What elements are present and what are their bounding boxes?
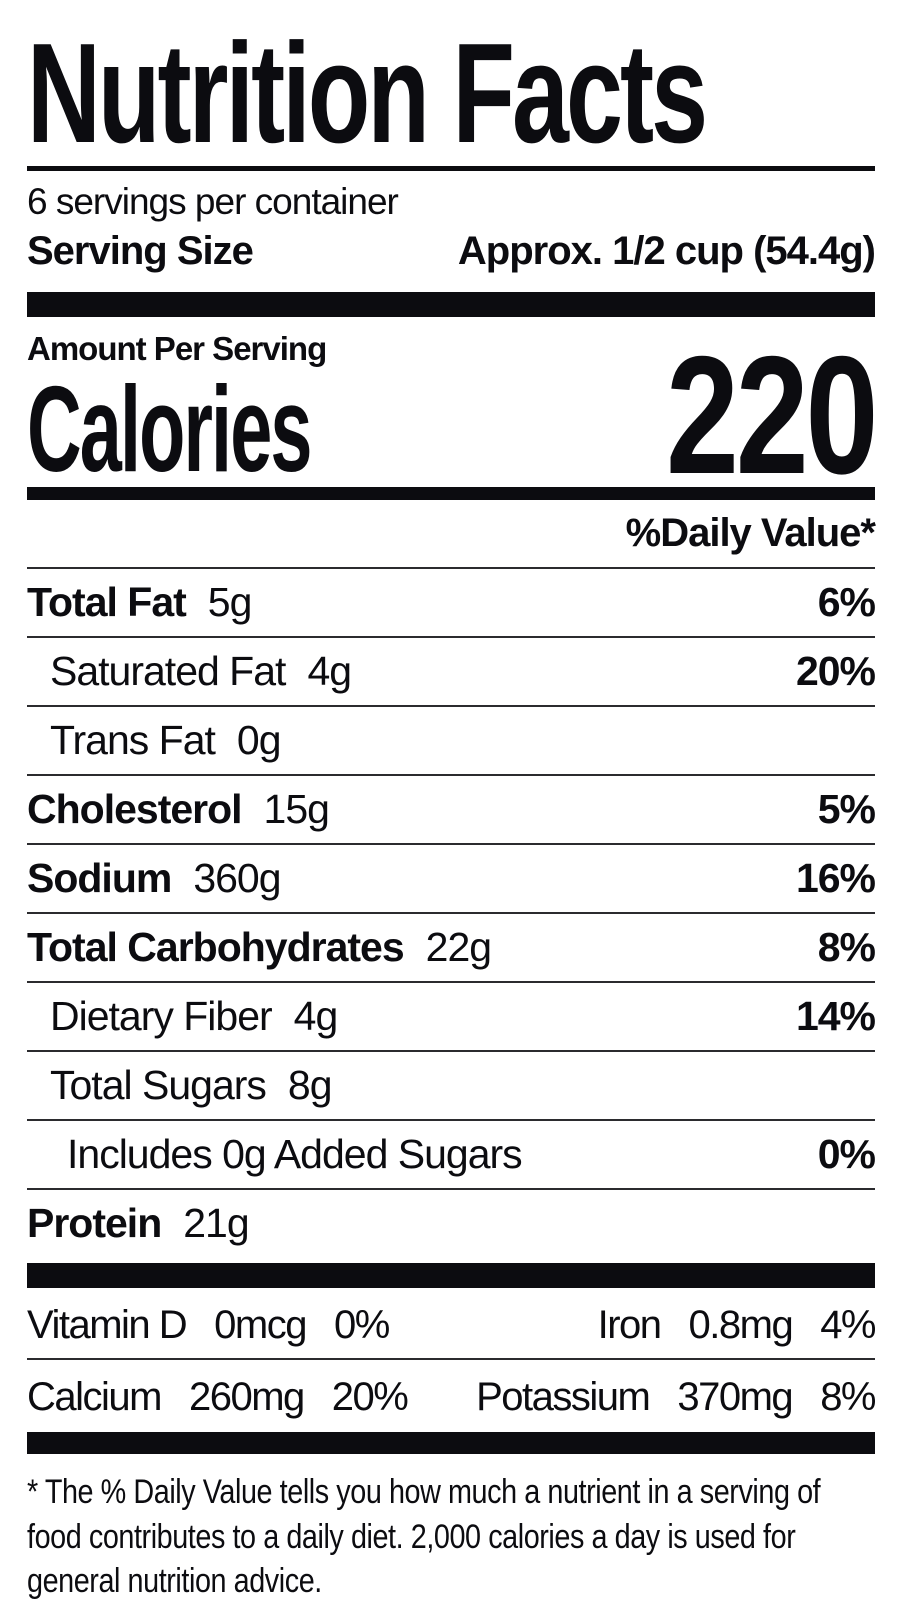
micronutrient-amount: 0.8mg [688,1303,794,1348]
serving-size-value: Approx. 1/2 cup (54.4g) [457,228,876,273]
nutrient-dv: 20% [795,647,876,694]
nutrient-dv: 8% [817,924,876,971]
nutrient-row-added-sugars: Includes 0g Added Sugars 0% [27,1121,876,1191]
micronutrient-amount: 0mcg [214,1303,307,1348]
micronutrient-row-2: Calcium 260mg 20% Potassium 370mg 8% [27,1360,876,1430]
calories-label: Calories [27,360,312,497]
nutrient-row-sodium: Sodium 360g 16% [27,845,876,915]
micronutrient-left: Calcium 260mg 20% [27,1375,409,1420]
nutrient-amount: 5g [207,578,253,625]
micronutrient-amount: 260mg [188,1375,305,1420]
micronutrient-name: Calcium [27,1375,162,1420]
label-title: Nutrition Facts [27,14,708,173]
nutrient-name: Saturated Fat [50,647,286,694]
calories-row: Calories 220 [27,330,878,498]
serving-size-row: Serving Size Approx. 1/2 cup (54.4g) [27,228,876,274]
title-divider [27,166,875,171]
micronutrient-name: Vitamin D [27,1303,188,1348]
nutrient-name: Total Fat [27,578,187,625]
nutrient-name: Total Sugars [50,1062,267,1109]
nutrient-row-saturated-fat: Saturated Fat 4g 20% [27,638,876,707]
nutrient-name: Dietary Fiber [50,993,273,1040]
micronutrient-row-1: Vitamin D 0mcg 0% Iron 0.8mg 4% [27,1288,877,1361]
nutrient-name: Total Carbohydrates [27,924,405,971]
nutrient-amount: 8g [287,1062,333,1109]
nutrient-row-dietary-fiber: Dietary Fiber 4g 14% [27,983,876,1053]
nutrient-dv: 6% [817,578,876,625]
nutrient-amount: 22g [425,924,492,971]
micronutrient-dv: 4% [820,1303,876,1348]
nutrient-amount: 4g [293,993,339,1040]
micronutrient-right: Iron 0.8mg 4% [597,1303,877,1348]
nutrient-name: Sodium [27,855,172,902]
micronutrient-dv: 8% [820,1375,876,1420]
nutrient-amount: 360g [193,855,281,902]
daily-value-footnote: * The % Daily Value tells you how much a… [27,1473,821,1601]
serving-size-label: Serving Size [27,228,254,273]
amount-per-serving-label: Amount Per Serving [27,329,327,367]
micronutrient-amount: 370mg [677,1375,793,1420]
nutrient-name: Trans Fat [50,716,216,763]
nutrient-dv: 14% [795,993,876,1040]
nutrient-amount: 21g [183,1200,249,1247]
nutrient-dv: 16% [795,855,876,902]
daily-value-header: %Daily Value* [27,500,876,569]
calories-value: 220 [665,320,878,509]
micronutrient-left: Vitamin D 0mcg 0% [27,1303,390,1348]
nutrient-amount: 4g [307,647,352,694]
thick-divider-bottom [27,1432,875,1455]
nutrient-row-protein: Protein 21g [27,1190,875,1257]
micronutrient-right: Potassium 370mg 8% [476,1375,876,1420]
nutrient-dv: 5% [817,785,876,832]
thick-divider-top [27,291,875,317]
nutrient-name: Cholesterol [27,785,243,832]
micronutrient-dv: 0% [333,1303,390,1348]
nutrient-row-total-fat: Total Fat 5g 6% [27,569,876,638]
medium-divider-calories [27,486,875,500]
thick-divider-middle [27,1263,875,1289]
nutrient-amount: 0g [236,716,282,763]
nutrient-row-total-carbohydrates: Total Carbohydrates 22g 8% [27,914,876,984]
nutrient-name: Protein [27,1200,162,1247]
nutrient-row-cholesterol: Cholesterol 15g 5% [27,776,876,846]
nutrient-amount: 15g [263,785,330,832]
micronutrient-name: Iron [597,1303,662,1348]
nutrient-dv: 0% [817,1131,876,1178]
micronutrient-name: Potassium [476,1375,651,1420]
micronutrient-dv: 20% [331,1375,409,1420]
nutrient-name: Includes 0g Added Sugars [67,1131,523,1178]
servings-per-container: 6 servings per container [27,181,399,222]
nutrient-row-total-sugars: Total Sugars 8g [27,1052,875,1122]
nutrient-row-trans-fat: Trans Fat 0g [27,707,875,776]
